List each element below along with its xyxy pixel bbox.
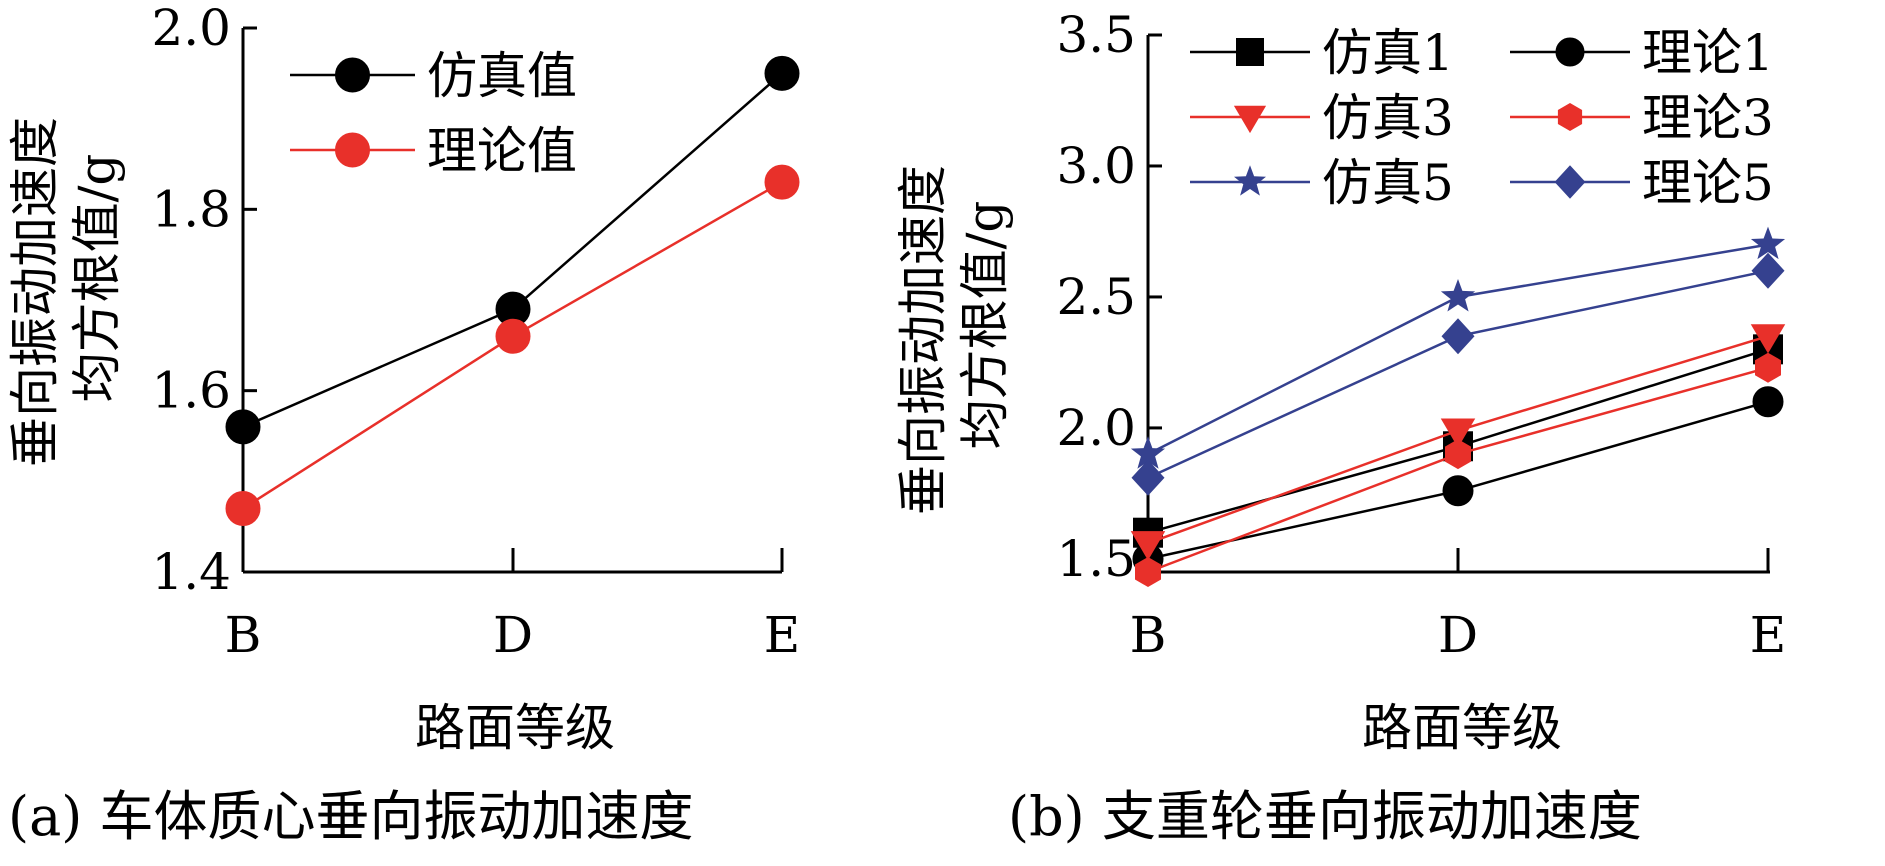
panel-a-ylabel-line2: 均方根值/g bbox=[68, 154, 126, 403]
a-legend-label-1: 理论值 bbox=[427, 122, 577, 180]
panel-a-series bbox=[225, 55, 800, 527]
b-point-4-1 bbox=[1440, 279, 1476, 312]
b-series-line-3 bbox=[1147, 366, 1769, 574]
a-point-0-0 bbox=[225, 409, 261, 445]
a-xtick-label: D bbox=[493, 606, 533, 664]
b-point-1-1 bbox=[1442, 475, 1474, 507]
b-point-2-2 bbox=[1750, 324, 1786, 354]
b-legend-marker-0 bbox=[1236, 38, 1264, 66]
b-point-4-2 bbox=[1750, 226, 1786, 260]
b-ytick-label: 3.5 bbox=[1056, 6, 1136, 64]
a-point-1-2 bbox=[764, 164, 800, 200]
b-ytick-label: 3.0 bbox=[1056, 137, 1136, 195]
b-legend-marker-2 bbox=[1233, 105, 1267, 134]
a-legend-marker-0 bbox=[335, 57, 370, 93]
panel-b-legend: 仿真1 理论1 仿真3 理论3 仿真5 理论5 bbox=[1190, 24, 1774, 212]
b-point-4-0 bbox=[1130, 436, 1166, 469]
b-legend-label-4: 仿真5 bbox=[1322, 154, 1454, 212]
a-ytick-label: 2.0 bbox=[151, 0, 231, 57]
panel-a-ylabel-line1: 垂向振动加速度 bbox=[6, 117, 64, 467]
panel-a-xlabel: 路面等级 bbox=[415, 699, 615, 757]
panel-b-caption: (b) 支重轮垂向振动加速度 bbox=[1008, 785, 1642, 848]
b-point-3-2 bbox=[1755, 352, 1781, 383]
b-legend-marker-1 bbox=[1555, 37, 1585, 67]
b-xtick-label: B bbox=[1130, 606, 1167, 664]
b-point-3-0 bbox=[1135, 557, 1161, 587]
panel-a-ticks: 1.4 1.6 1.8 2.0 B D E bbox=[151, 0, 800, 664]
b-legend-marker-5 bbox=[1554, 165, 1586, 199]
panel-b-series bbox=[1130, 226, 1786, 587]
b-point-2-1 bbox=[1440, 418, 1476, 448]
panel-b-xlabel: 路面等级 bbox=[1362, 699, 1562, 757]
b-legend-label-1: 理论1 bbox=[1642, 24, 1774, 82]
b-point-5-2 bbox=[1751, 252, 1785, 289]
a-legend-label-0: 仿真值 bbox=[427, 47, 577, 105]
a-xtick-label: E bbox=[764, 606, 801, 664]
b-legend-marker-4 bbox=[1234, 165, 1266, 196]
a-legend-marker-1 bbox=[335, 132, 370, 168]
a-xtick-label: B bbox=[225, 606, 262, 664]
b-ytick-label: 1.5 bbox=[1056, 530, 1136, 588]
b-legend-label-3: 理论3 bbox=[1642, 89, 1774, 147]
b-point-5-0 bbox=[1131, 459, 1165, 496]
b-ytick-label: 2.0 bbox=[1056, 399, 1136, 457]
panel-a-caption: (a) 车体质心垂向振动加速度 bbox=[8, 785, 694, 848]
b-xtick-label: E bbox=[1750, 606, 1787, 664]
panel-b-ylabel-line2: 均方根值/g bbox=[956, 201, 1014, 450]
a-point-1-0 bbox=[225, 491, 261, 527]
a-point-1-1 bbox=[495, 318, 531, 354]
b-legend-label-0: 仿真1 bbox=[1322, 24, 1454, 82]
b-legend-label-5: 理论5 bbox=[1642, 154, 1774, 212]
a-ytick-label: 1.4 bbox=[151, 543, 231, 601]
b-point-5-1 bbox=[1441, 318, 1475, 355]
panel-b-chart: 1.5 2.0 2.5 3.0 3.5 B D E 仿真1 理论1 仿真3 理论3 仿真5 理论5 垂向… bbox=[894, 6, 1786, 848]
b-point-1-2 bbox=[1752, 386, 1784, 418]
a-ytick-label: 1.8 bbox=[151, 180, 231, 238]
b-point-3-1 bbox=[1445, 439, 1471, 470]
a-ytick-label: 1.6 bbox=[151, 362, 231, 420]
b-point-2-0 bbox=[1130, 531, 1166, 561]
b-legend-marker-3 bbox=[1557, 103, 1583, 131]
b-xtick-label: D bbox=[1438, 606, 1478, 664]
b-legend-label-2: 仿真3 bbox=[1322, 89, 1454, 147]
a-point-0-2 bbox=[764, 55, 800, 91]
panel-b-ylabel-line1: 垂向振动加速度 bbox=[894, 165, 952, 515]
b-ytick-label: 2.5 bbox=[1056, 268, 1136, 326]
